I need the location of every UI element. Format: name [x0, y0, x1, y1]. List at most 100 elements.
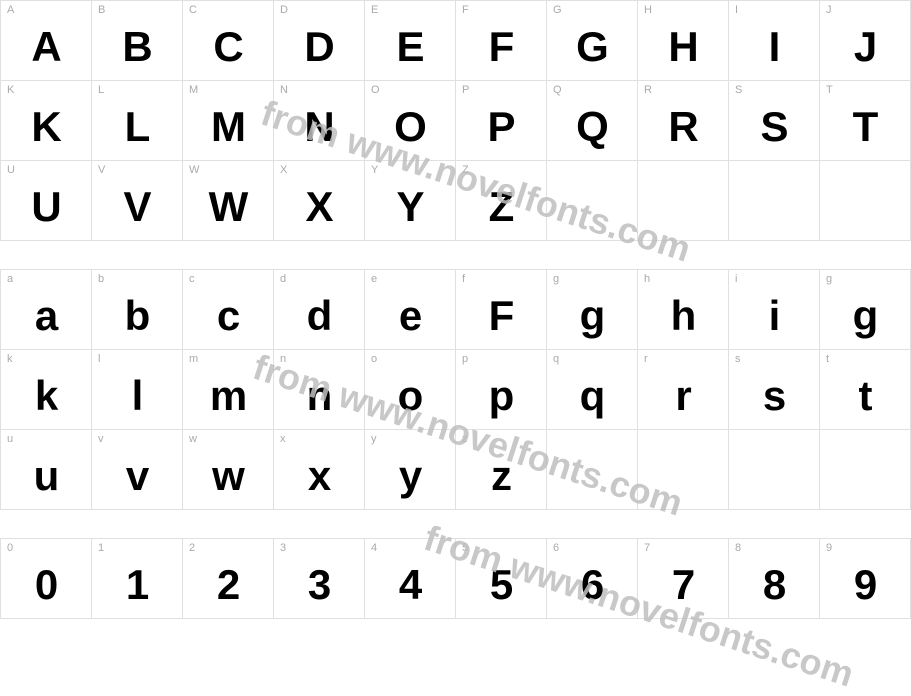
upper-row2-cell: SS — [729, 81, 820, 161]
lower-row3-cell: vv — [92, 430, 183, 510]
glyph: P — [487, 103, 514, 151]
digits-row-cell: 99 — [820, 539, 911, 619]
glyph: 1 — [126, 561, 148, 609]
glyph: R — [668, 103, 697, 151]
key-label: 6 — [553, 542, 559, 554]
glyph: x — [308, 452, 330, 500]
lower-row3-cell: xx — [274, 430, 365, 510]
key-label: b — [98, 273, 104, 285]
key-label: d — [280, 273, 286, 285]
key-label: 0 — [7, 542, 13, 554]
glyph: p — [489, 372, 514, 420]
key-label: Y — [371, 164, 378, 176]
digits-grid: 0 0 112233 4 4 55 6 6 778899 — [0, 538, 911, 619]
lower-row1-cell: ee — [365, 270, 456, 350]
digits-row-cell: 55 — [456, 539, 547, 619]
glyph: L — [125, 103, 150, 151]
key-label: S — [735, 84, 742, 96]
upper-row3-cell: UU — [1, 161, 92, 241]
glyph: 2 — [217, 561, 239, 609]
digits-row-cell: 77 — [638, 539, 729, 619]
glyph: B — [122, 23, 151, 71]
glyph: c — [217, 292, 239, 340]
lower-row2-cell: pp — [456, 350, 547, 430]
lower-row1-cell: dd — [274, 270, 365, 350]
glyph: Y — [396, 183, 423, 231]
key-label: x — [280, 433, 286, 445]
upper-row2-cell: QQ — [547, 81, 638, 161]
glyph: 4 — [399, 561, 421, 609]
uppercase-grid: AABBCCDDEEFFGGHHIIJJKKLLMMNNOOPPQQRRSSTT… — [0, 0, 911, 241]
lower-row2-cell: oo — [365, 350, 456, 430]
glyph: 0 — [35, 561, 57, 609]
upper-row1-cell: FF — [456, 1, 547, 81]
digits-row-cell: 33 — [274, 539, 365, 619]
lower-row3-cell — [638, 430, 729, 510]
glyph: G — [576, 23, 608, 71]
lower-row1-cell: gg — [547, 270, 638, 350]
upper-row1-cell: JJ — [820, 1, 911, 81]
key-label: k — [7, 353, 13, 365]
glyph: H — [668, 23, 697, 71]
lower-row3-cell: yy — [365, 430, 456, 510]
lower-row2-cell: rr — [638, 350, 729, 430]
upper-row3-cell: WW — [183, 161, 274, 241]
upper-row1-cell: HH — [638, 1, 729, 81]
lower-row2-cell: tt — [820, 350, 911, 430]
key-label: r — [644, 353, 648, 365]
upper-row3-cell — [729, 161, 820, 241]
key-label: O — [371, 84, 380, 96]
digits-row-cell: 88 — [729, 539, 820, 619]
glyph: 9 — [854, 561, 876, 609]
key-label: L — [98, 84, 104, 96]
glyph: T — [853, 103, 878, 151]
glyph: Z — [489, 183, 514, 231]
glyph: S — [760, 103, 787, 151]
glyph: 6 — [581, 561, 603, 609]
lower-row1-cell: gg — [820, 270, 911, 350]
key-label: v — [98, 433, 104, 445]
upper-row2-cell: MM — [183, 81, 274, 161]
spacer-2 — [0, 510, 911, 538]
glyph: N — [304, 103, 333, 151]
lower-row2-cell: qq — [547, 350, 638, 430]
key-label: g — [553, 273, 559, 285]
key-label: 3 — [280, 542, 286, 554]
lower-row3-cell: uu — [1, 430, 92, 510]
glyph: z — [491, 452, 511, 500]
upper-row2-cell: RR — [638, 81, 729, 161]
key-label: C — [189, 4, 197, 16]
upper-row1-cell: BB — [92, 1, 183, 81]
glyph: E — [396, 23, 423, 71]
lower-row1-cell: cc — [183, 270, 274, 350]
key-label: 8 — [735, 542, 741, 554]
key-label: M — [189, 84, 198, 96]
digits-row-cell: 22 — [183, 539, 274, 619]
lower-row3-cell — [820, 430, 911, 510]
digits-row-cell: 11 — [92, 539, 183, 619]
glyph: m — [210, 372, 246, 420]
glyph: J — [854, 23, 876, 71]
key-label: Z — [462, 164, 469, 176]
upper-row2-cell: NN — [274, 81, 365, 161]
glyph: D — [304, 23, 333, 71]
key-label: N — [280, 84, 288, 96]
key-label: t — [826, 353, 829, 365]
glyph: A — [31, 23, 60, 71]
upper-row1-cell: EE — [365, 1, 456, 81]
lower-row1-cell: bb — [92, 270, 183, 350]
glyph: v — [126, 452, 148, 500]
key-label: o — [371, 353, 377, 365]
upper-row2-cell: TT — [820, 81, 911, 161]
glyph: I — [769, 23, 780, 71]
key-label: 4 — [371, 542, 377, 554]
key-label: i — [735, 273, 737, 285]
glyph: y — [399, 452, 421, 500]
key-label: I — [735, 4, 738, 16]
glyph: F — [489, 292, 514, 340]
glyph: X — [305, 183, 332, 231]
spacer-1 — [0, 241, 911, 269]
glyph: k — [35, 372, 57, 420]
glyph: t — [859, 372, 872, 420]
lower-row3-cell — [729, 430, 820, 510]
